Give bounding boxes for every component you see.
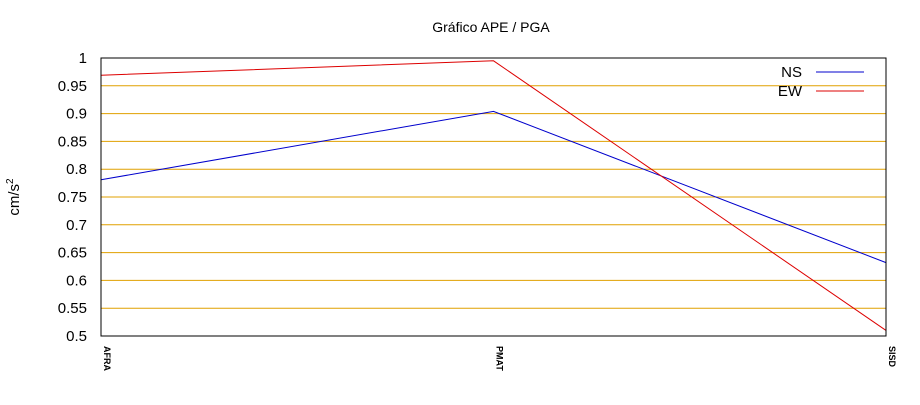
x-tick-label: SISD	[887, 346, 897, 368]
y-tick-labels: 0.5 0.55 0.6 0.65 0.7 0.75 0.8 0.85 0.9 0.95 1	[58, 50, 87, 345]
legend-label: NS	[781, 64, 802, 81]
legend: NS EW	[778, 64, 864, 100]
y-tick-label: 0.7	[66, 217, 87, 234]
y-tick-label: 0.65	[58, 245, 87, 262]
x-tick-label: AFRA	[102, 346, 112, 371]
series-lines	[100, 60, 887, 331]
x-tick-labels: AFRA PMAT SISD	[102, 346, 897, 371]
y-axis-unit: cm/s	[6, 184, 23, 216]
y-tick-label: 1	[79, 50, 87, 67]
series-line-ew	[100, 60, 887, 331]
y-tick-label: 0.9	[66, 106, 87, 123]
y-axis-label: cm/s2	[5, 178, 23, 216]
y-tick-label: 0.5	[66, 328, 87, 345]
y-tick-label: 0.6	[66, 272, 87, 289]
legend-label: EW	[778, 83, 803, 100]
y-axis-unit-exponent: 2	[5, 178, 16, 184]
grid-lines	[101, 85, 886, 309]
y-tick-label: 0.95	[58, 78, 87, 95]
y-tick-label: 0.85	[58, 133, 87, 150]
y-tick-label: 0.55	[58, 300, 87, 317]
chart-title: Gráfico APE / PGA	[432, 19, 550, 35]
x-tick-label: PMAT	[495, 346, 505, 371]
y-tick-label: 0.75	[58, 189, 87, 206]
plot-frame	[100, 57, 887, 337]
series-line-ns	[100, 110, 887, 264]
y-tick-label: 0.8	[66, 161, 87, 178]
